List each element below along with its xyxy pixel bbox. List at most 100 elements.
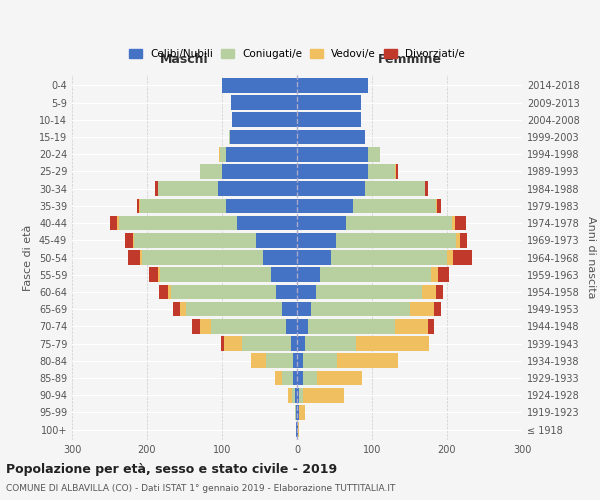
- Bar: [331, 250, 447, 265]
- Bar: [305, 336, 355, 351]
- Bar: [231, 95, 297, 110]
- Bar: [271, 268, 297, 282]
- Bar: [128, 250, 139, 265]
- Bar: [355, 336, 429, 351]
- Bar: [110, 216, 117, 230]
- Bar: [297, 354, 303, 368]
- Bar: [275, 370, 282, 386]
- Bar: [226, 147, 297, 162]
- Bar: [396, 164, 398, 178]
- Bar: [395, 164, 396, 178]
- Bar: [297, 216, 346, 230]
- Bar: [336, 233, 456, 248]
- Bar: [353, 198, 436, 213]
- Bar: [422, 284, 436, 300]
- Bar: [173, 302, 180, 316]
- Bar: [251, 354, 266, 368]
- Bar: [219, 147, 220, 162]
- Bar: [317, 370, 361, 386]
- Bar: [297, 336, 305, 351]
- Bar: [297, 147, 368, 162]
- Bar: [282, 302, 297, 316]
- Bar: [298, 422, 299, 437]
- Bar: [266, 354, 293, 368]
- Bar: [409, 302, 433, 316]
- Bar: [368, 164, 395, 178]
- Bar: [222, 78, 297, 92]
- Bar: [199, 319, 211, 334]
- Legend: Celibi/Nubili, Coniugati/e, Vedovi/e, Divorziati/e: Celibi/Nubili, Coniugati/e, Vedovi/e, Di…: [124, 44, 470, 64]
- Bar: [222, 164, 297, 178]
- Bar: [142, 250, 263, 265]
- Bar: [452, 216, 455, 230]
- Bar: [293, 354, 297, 368]
- Bar: [291, 336, 297, 351]
- Y-axis label: Anni di nascita: Anni di nascita: [586, 216, 596, 298]
- Bar: [211, 319, 286, 334]
- Bar: [346, 216, 452, 230]
- Bar: [295, 405, 296, 420]
- Bar: [453, 250, 472, 265]
- Bar: [158, 182, 218, 196]
- Bar: [320, 268, 431, 282]
- Bar: [282, 370, 293, 386]
- Bar: [297, 405, 299, 420]
- Bar: [276, 284, 297, 300]
- Bar: [125, 233, 133, 248]
- Bar: [297, 250, 331, 265]
- Bar: [295, 388, 297, 402]
- Bar: [297, 370, 303, 386]
- Bar: [160, 268, 271, 282]
- Bar: [297, 182, 365, 196]
- Bar: [297, 164, 368, 178]
- Bar: [242, 336, 291, 351]
- Bar: [428, 319, 434, 334]
- Bar: [286, 319, 297, 334]
- Bar: [316, 284, 422, 300]
- Bar: [297, 388, 299, 402]
- Bar: [149, 268, 157, 282]
- Bar: [297, 268, 320, 282]
- Bar: [303, 354, 337, 368]
- Bar: [139, 198, 226, 213]
- Bar: [133, 233, 134, 248]
- Text: Maschi: Maschi: [160, 54, 209, 66]
- Bar: [297, 284, 316, 300]
- Bar: [365, 182, 425, 196]
- Bar: [437, 198, 441, 213]
- Bar: [297, 233, 336, 248]
- Bar: [303, 370, 317, 386]
- Bar: [137, 198, 139, 213]
- Bar: [303, 388, 344, 402]
- Bar: [297, 198, 353, 213]
- Bar: [436, 284, 443, 300]
- Bar: [134, 233, 256, 248]
- Bar: [226, 198, 297, 213]
- Bar: [455, 216, 466, 230]
- Bar: [297, 112, 361, 127]
- Bar: [456, 233, 460, 248]
- Bar: [220, 147, 226, 162]
- Bar: [117, 216, 119, 230]
- Bar: [256, 233, 297, 248]
- Bar: [297, 95, 361, 110]
- Bar: [337, 354, 398, 368]
- Bar: [119, 216, 237, 230]
- Bar: [460, 233, 467, 248]
- Bar: [292, 388, 295, 402]
- Bar: [425, 182, 427, 196]
- Bar: [218, 182, 297, 196]
- Bar: [436, 198, 437, 213]
- Bar: [171, 284, 276, 300]
- Bar: [297, 422, 298, 437]
- Bar: [159, 284, 168, 300]
- Bar: [297, 302, 311, 316]
- Bar: [308, 319, 395, 334]
- Bar: [186, 302, 282, 316]
- Bar: [168, 284, 171, 300]
- Bar: [288, 388, 292, 402]
- Bar: [192, 319, 199, 334]
- Bar: [296, 422, 297, 437]
- Bar: [180, 302, 186, 316]
- Bar: [431, 268, 438, 282]
